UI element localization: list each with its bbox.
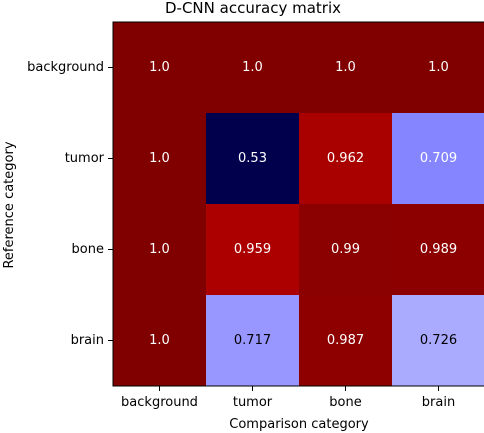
- cell-value-label: 0.989: [420, 242, 457, 257]
- heatmap-cell: [299, 295, 393, 387]
- cell-value-label: 0.962: [327, 151, 364, 166]
- heatmap-cell: [299, 204, 393, 296]
- x-tick-label: bone: [329, 395, 361, 410]
- cell-value-label: 0.99: [331, 242, 360, 257]
- heatmap-cell: [392, 113, 484, 205]
- cell-value-label: 1.0: [149, 333, 170, 348]
- cell-value-label: 0.959: [234, 242, 271, 257]
- heatmap-cell: [113, 113, 207, 205]
- heatmap-cell: [113, 204, 207, 296]
- heatmap-cell: [206, 22, 300, 114]
- cell-value-label: 0.717: [234, 333, 271, 348]
- cell-value-label: 0.709: [420, 151, 457, 166]
- heatmap-cell: [206, 204, 300, 296]
- heatmap-cell: [113, 295, 207, 387]
- x-tick-label: background: [121, 395, 198, 410]
- cell-value-label: 1.0: [149, 60, 170, 75]
- cell-value-label: 1.0: [335, 60, 356, 75]
- cell-value-label: 1.0: [242, 60, 263, 75]
- heatmap-cell: [206, 113, 300, 205]
- heatmap-cell: [299, 113, 393, 205]
- heatmap-cell: [299, 22, 393, 114]
- heatmap-cells: 1.0 1.0 1.0 1.0 1.0 0.53 0.962 0.709 1.0 0.959 0.9…: [113, 22, 484, 387]
- cell-value-label: 0.726: [420, 333, 457, 348]
- x-axis-label: Comparison category: [229, 417, 369, 432]
- x-tick-label: tumor: [233, 395, 273, 410]
- heatmap-cell: [392, 295, 484, 387]
- y-axis-label: Reference category: [2, 141, 17, 268]
- y-axis-ticks: background tumor bone brain: [27, 60, 113, 348]
- chart-title: D-CNN accuracy matrix: [165, 0, 341, 17]
- heatmap-cell: [392, 204, 484, 296]
- y-tick-label: background: [27, 60, 104, 75]
- heatmap-cell: [113, 22, 207, 114]
- cell-value-label: 0.53: [238, 151, 267, 166]
- heatmap-cell: [206, 295, 300, 387]
- heatmap-cell: [392, 22, 484, 114]
- x-tick-label: brain: [422, 395, 455, 410]
- cell-value-label: 0.987: [327, 333, 364, 348]
- cell-value-label: 1.0: [149, 242, 170, 257]
- y-tick-label: tumor: [65, 151, 105, 166]
- cell-value-label: 1.0: [428, 60, 449, 75]
- y-tick-label: bone: [72, 242, 104, 257]
- cell-value-label: 1.0: [149, 151, 170, 166]
- x-axis-ticks: background tumor bone brain: [121, 386, 455, 410]
- y-tick-label: brain: [71, 333, 104, 348]
- plot-frame: [112, 21, 484, 387]
